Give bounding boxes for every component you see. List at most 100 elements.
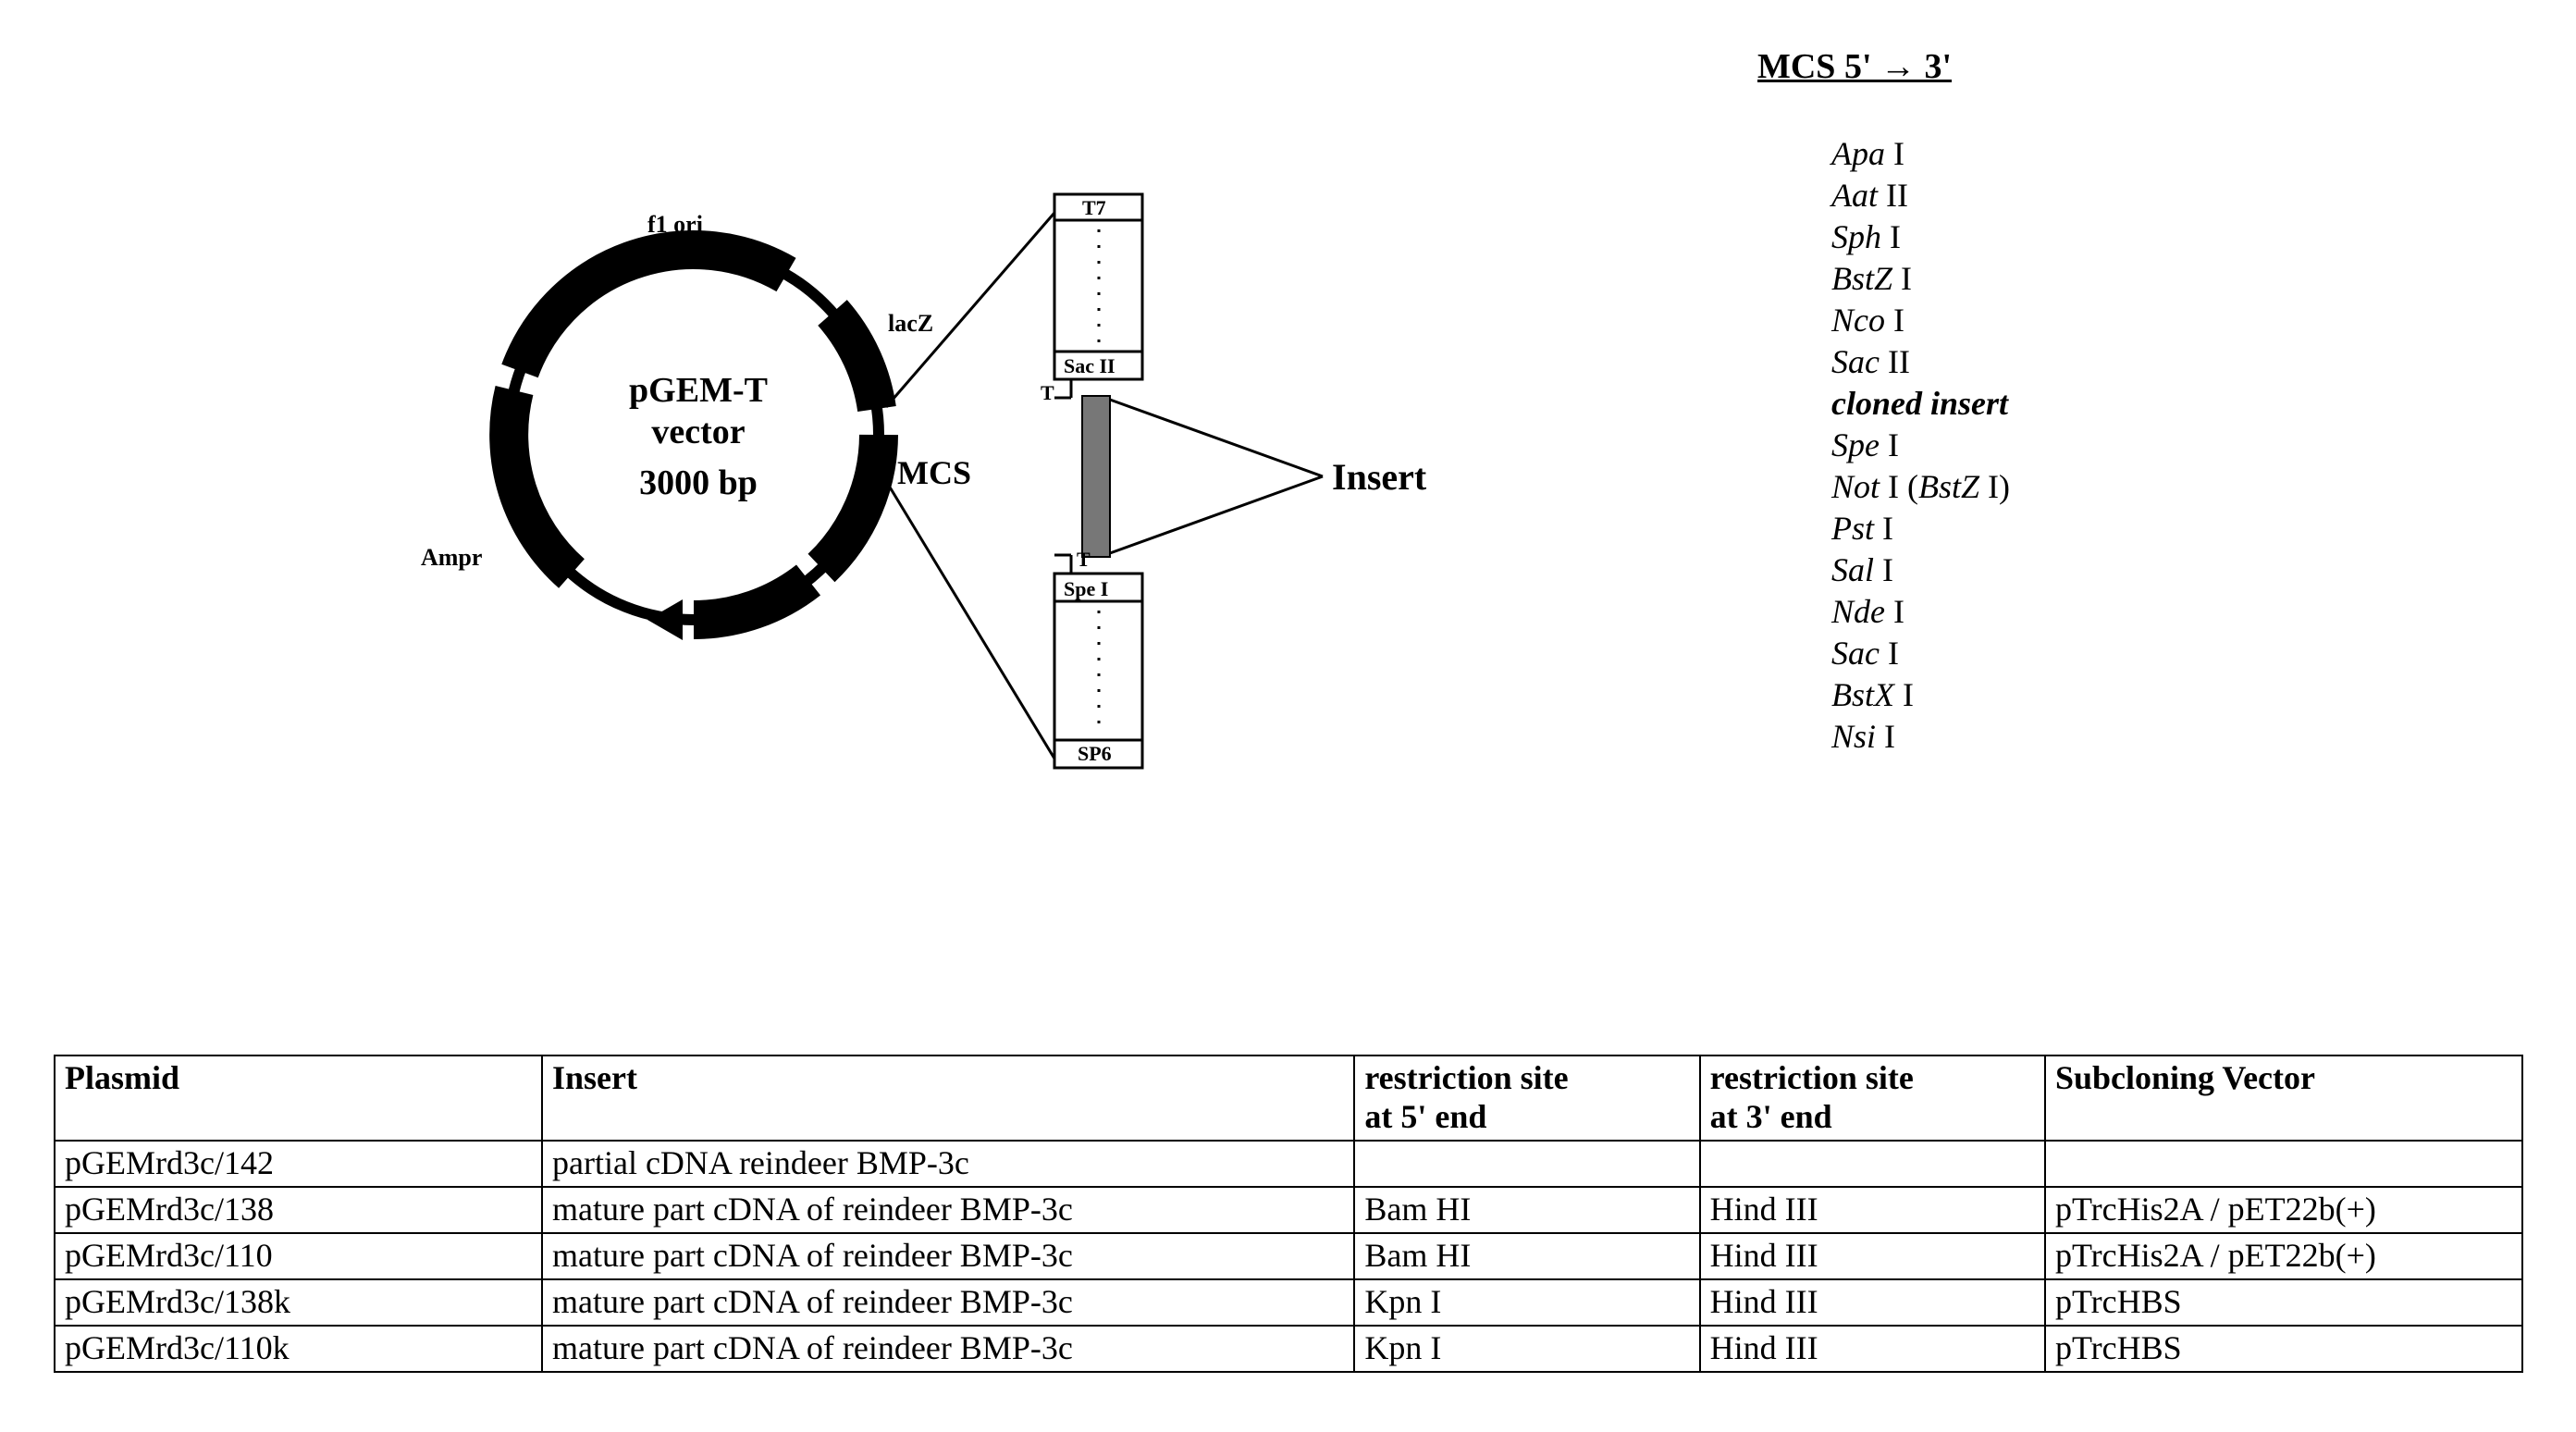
mcs-cloned-insert: cloned insert [1831, 385, 2008, 422]
mcs-site: Sac II [1831, 341, 2174, 383]
enzyme-cut: I [1903, 676, 1914, 713]
enzyme-name: Sac [1831, 635, 1880, 672]
label-sacII: Sac II [1064, 354, 1115, 378]
table-cell: pTrcHBS [2045, 1326, 2522, 1372]
enzyme-cut: I [1888, 635, 1899, 672]
page-container: f1 ori lacZ Ampr MCS pGEM-T vector 3000 … [0, 0, 2576, 1432]
plasmid-diagram: f1 ori lacZ Ampr MCS pGEM-T vector 3000 … [435, 130, 1452, 823]
mcs-site: Sac I [1831, 633, 2174, 674]
table-cell: Bam HI [1354, 1233, 1699, 1279]
label-f1ori: f1 ori [647, 211, 703, 239]
enzyme-cut: II [1886, 177, 1908, 214]
enzyme-cut: I [1901, 260, 1912, 297]
enzyme-cut-suffix: I [1988, 468, 1999, 505]
plasmid-name1: pGEM-T [601, 370, 795, 411]
enzyme-name: Sac [1831, 343, 1880, 380]
enzyme-name: Nsi [1831, 718, 1876, 755]
enzyme-name: BstZ [1831, 260, 1892, 297]
mcs-site: Sph I [1831, 216, 2174, 258]
enzyme-cut: I [1890, 218, 1901, 255]
table-row: pGEMrd3c/110mature part cDNA of reindeer… [55, 1233, 2522, 1279]
table-cell: Bam HI [1354, 1187, 1699, 1233]
label-ampr: Ampr [421, 544, 482, 572]
mcs-site: Sal I [1831, 549, 2174, 591]
table-cell: Kpn I [1354, 1279, 1699, 1326]
enzyme-name-suffix: BstZ [1918, 468, 1979, 505]
label-t-top: T [1041, 381, 1054, 405]
plasmid-size: 3000 bp [601, 463, 795, 503]
mcs-site: Nsi I [1831, 716, 2174, 758]
enzyme-name: Aat [1831, 177, 1878, 214]
mcs-site: Spe I [1831, 425, 2174, 466]
enzyme-name: Nde [1831, 593, 1885, 630]
table-body: pGEMrd3c/142partial cDNA reindeer BMP-3c… [55, 1141, 2522, 1372]
label-speI: Spe I [1064, 577, 1108, 601]
enzyme-cut: I [1888, 426, 1899, 463]
table-row: pGEMrd3c/138kmature part cDNA of reindee… [55, 1279, 2522, 1326]
table-cell [1354, 1141, 1699, 1187]
table-cell [1700, 1141, 2045, 1187]
table-cell: pGEMrd3c/138k [55, 1279, 542, 1326]
enzyme-name: Apa [1831, 135, 1885, 172]
table-row: pGEMrd3c/138mature part cDNA of reindeer… [55, 1187, 2522, 1233]
table-cell: pTrcHis2A / pET22b(+) [2045, 1233, 2522, 1279]
mcs-site: BstX I [1831, 674, 2174, 716]
mcs-site: Apa I [1831, 133, 2174, 175]
table-cell [2045, 1141, 2522, 1187]
table-cell: pGEMrd3c/138 [55, 1187, 542, 1233]
enzyme-name: Sph [1831, 218, 1881, 255]
mcs-site: Aat II [1831, 175, 2174, 216]
enzyme-name: Nco [1831, 302, 1885, 339]
table-cell: mature part cDNA of reindeer BMP-3c [542, 1233, 1354, 1279]
mcs-site-list: MCS 5' → 3' Apa IAat IISph IBstZ INco IS… [1757, 46, 2174, 758]
table-row: pGEMrd3c/142partial cDNA reindeer BMP-3c [55, 1141, 2522, 1187]
table-cell: mature part cDNA of reindeer BMP-3c [542, 1187, 1354, 1233]
mcs-site: cloned insert [1831, 383, 2174, 425]
enzyme-cut: II [1888, 343, 1910, 380]
label-t-bottom: T [1077, 548, 1091, 572]
mcs-site: Nde I [1831, 591, 2174, 633]
table-cell: pGEMrd3c/142 [55, 1141, 542, 1187]
table-cell: Kpn I [1354, 1326, 1699, 1372]
label-mcs: MCS [897, 453, 971, 492]
table-cell: partial cDNA reindeer BMP-3c [542, 1141, 1354, 1187]
table-cell: pTrcHis2A / pET22b(+) [2045, 1187, 2522, 1233]
enzyme-cut: I [1893, 593, 1904, 630]
enzyme-cut: I [1888, 468, 1899, 505]
enzyme-name: Spe [1831, 426, 1880, 463]
label-insert: Insert [1332, 455, 1426, 499]
mcs-site: BstZ I [1831, 258, 2174, 300]
enzyme-cut: I [1893, 302, 1904, 339]
table-cell: Hind III [1700, 1279, 2045, 1326]
table-cell: Hind III [1700, 1233, 2045, 1279]
label-sp6: SP6 [1078, 742, 1112, 766]
table-cell: Hind III [1700, 1187, 2045, 1233]
col-insert: Insert [542, 1055, 1354, 1141]
col-plasmid: Plasmid [55, 1055, 542, 1141]
col-subclone: Subcloning Vector [2045, 1055, 2522, 1141]
table-cell: pGEMrd3c/110 [55, 1233, 542, 1279]
mcs-items-container: Apa IAat IISph IBstZ INco ISac IIcloned … [1757, 133, 2174, 758]
table-cell: mature part cDNA of reindeer BMP-3c [542, 1326, 1354, 1372]
enzyme-name: Not [1831, 468, 1880, 505]
table-cell: mature part cDNA of reindeer BMP-3c [542, 1279, 1354, 1326]
enzyme-cut: I [1882, 510, 1893, 547]
table-row: pGEMrd3c/110kmature part cDNA of reindee… [55, 1326, 2522, 1372]
plasmid-name2: vector [601, 412, 795, 452]
mcs-site: Nco I [1831, 300, 2174, 341]
col-re-3: restriction siteat 3' end [1700, 1055, 2045, 1141]
label-lacZ: lacZ [888, 310, 933, 338]
enzyme-cut: I [1884, 718, 1895, 755]
mcs-site: Pst I [1831, 508, 2174, 549]
enzyme-name: BstX [1831, 676, 1894, 713]
mcs-header: MCS 5' → 3' [1757, 46, 2174, 87]
enzyme-name: Sal [1831, 551, 1874, 588]
table-cell: pGEMrd3c/110k [55, 1326, 542, 1372]
plasmid-table: Plasmid Insert restriction siteat 5' end… [54, 1055, 2523, 1373]
mcs-site: Not I (BstZ I) [1831, 466, 2174, 508]
label-t7: T7 [1082, 196, 1106, 220]
enzyme-cut: I [1893, 135, 1904, 172]
enzyme-cut: I [1882, 551, 1893, 588]
table-cell: Hind III [1700, 1326, 2045, 1372]
col-re-5: restriction siteat 5' end [1354, 1055, 1699, 1141]
